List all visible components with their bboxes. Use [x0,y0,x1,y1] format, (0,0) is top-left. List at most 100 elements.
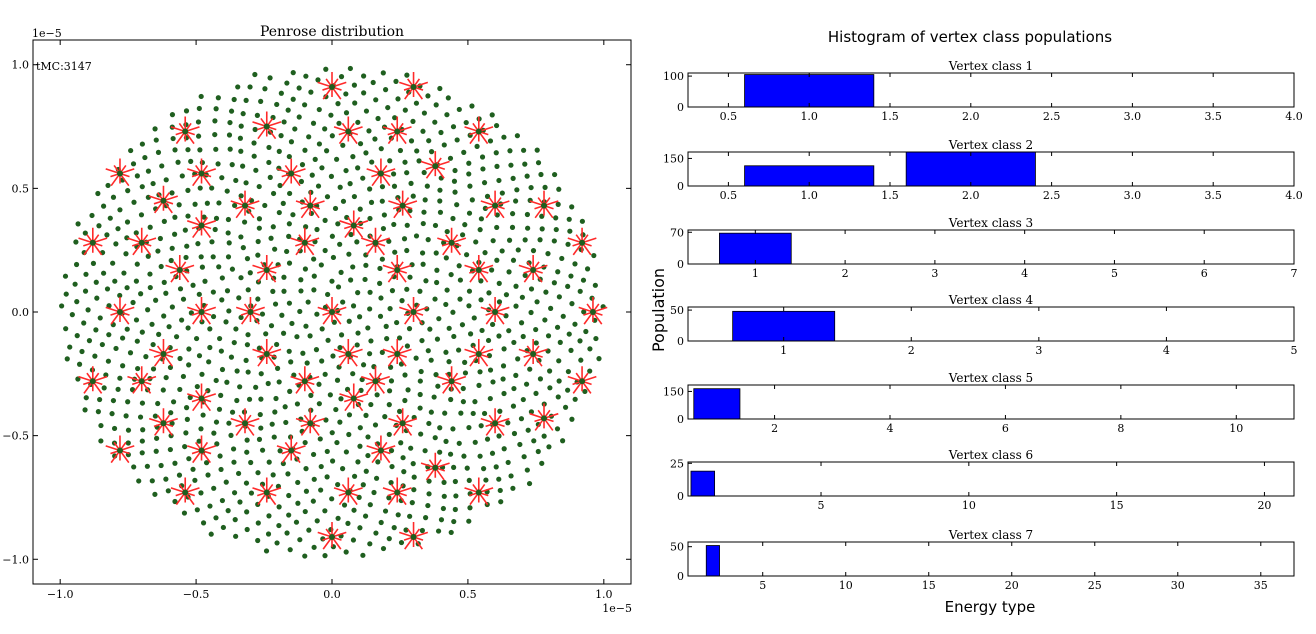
vertex-point [284,530,290,536]
vertex-point [278,90,284,96]
vertex-point [500,376,506,382]
vertex-point [392,249,398,255]
vertex-point [291,372,297,378]
vertex-point [155,400,161,407]
vertex-point [170,135,176,142]
vertex-point [580,277,587,283]
vertex-point [277,448,283,454]
vertex-point [262,86,268,92]
vertex-point [390,171,397,177]
vertex-point [416,158,422,164]
star-vertex [148,185,178,214]
vertex-point [137,414,144,420]
vertex-point [147,284,153,291]
vertex-point [367,541,373,547]
vertex-point [518,416,525,422]
vertex-point [296,85,302,91]
vertex-point [287,547,293,553]
vertex-point [365,452,371,459]
vertex-point [94,295,100,301]
vertex-point [318,262,324,268]
vertex-point [295,479,301,486]
vertex-point [434,279,440,286]
vertex-point [279,312,285,318]
scatter-marks [59,65,608,559]
star-vertex [464,339,494,367]
vertex-point [427,326,433,332]
vertex-point [183,108,190,114]
vertex-point [182,227,188,233]
vertex-point [578,357,584,363]
star-vertex [399,296,429,325]
vertex-point [474,143,480,149]
vertex-point [545,251,551,257]
vertex-point [75,221,81,227]
vertex-point [323,417,329,423]
vertex-point [375,115,381,122]
vertex-point [483,477,489,483]
vertex-point [522,272,528,278]
vertex-point [220,524,226,531]
vertex-point [333,406,339,413]
vertex-point [501,346,507,352]
vertex-point [411,487,417,493]
vertex-point [537,237,543,243]
vertex-point [83,271,89,277]
vertex-point [568,273,574,279]
star-vertex [578,296,608,325]
vertex-point [195,119,202,125]
panel-xtick-label: 25 [1088,579,1102,592]
scatter-ytick-label: 1.0 [12,59,30,72]
vertex-point [268,235,274,241]
vertex-point [486,290,492,296]
vertex-point [231,96,237,103]
vertex-point [513,303,519,309]
vertex-point [448,529,454,536]
vertex-point [497,487,503,494]
panel-ytick-label: 70 [670,226,684,239]
vertex-point [562,404,569,410]
vertex-point [248,490,255,496]
vertex-point [420,220,426,227]
star-vertex [252,111,282,140]
vertex-point [133,317,140,323]
panel-title: Vertex class 1 [948,59,1033,73]
star-vertex [388,408,418,436]
vertex-point [514,133,520,139]
vertex-point [402,107,408,113]
panel-ytick-label: 100 [663,70,684,83]
vertex-point [115,386,121,392]
star-center [579,378,586,385]
vertex-point [487,395,493,402]
vertex-point [553,226,559,233]
vertex-point [476,382,482,388]
vertex-point [319,358,325,364]
vertex-point [190,466,196,472]
star-center [345,351,352,358]
vertex-point [371,489,377,496]
vertex-point [96,223,102,229]
vertex-point [481,410,488,417]
vertex-point [489,450,496,456]
vertex-point [185,187,191,193]
vertex-point [508,473,514,479]
vertex-point [196,438,202,444]
vertex-point [383,323,389,329]
vertex-point [177,355,183,362]
vertex-point [310,451,317,458]
vertex-point [531,438,537,444]
star-vertex [360,227,391,256]
star-center [247,309,254,315]
vertex-point [213,419,220,425]
vertex-point [484,193,491,199]
vertex-point [405,387,411,393]
vertex-point [452,189,458,195]
vertex-point [479,154,486,160]
vertex-point [350,154,356,160]
vertex-point [238,275,244,281]
vertex-point [280,330,287,336]
vertex-point [244,256,251,262]
vertex-point [391,183,398,189]
vertex-point [253,384,259,390]
vertex-point [535,160,542,166]
